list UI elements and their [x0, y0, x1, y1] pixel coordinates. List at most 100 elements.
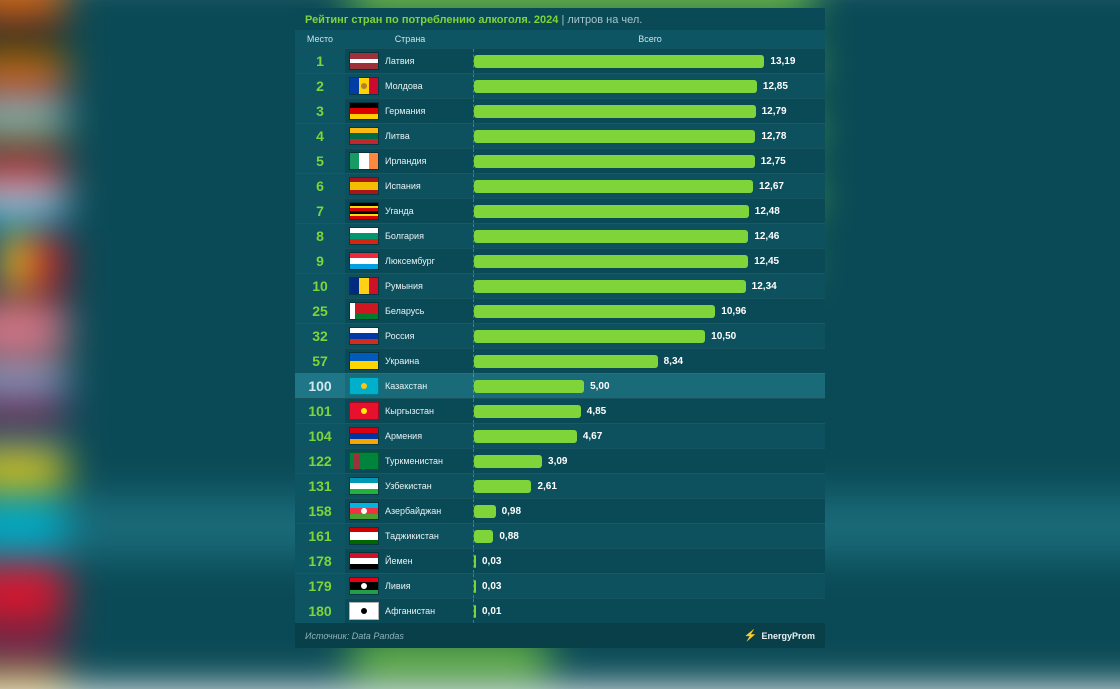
value-bar [474, 455, 542, 468]
flag-icon [349, 577, 379, 595]
flag-icon [349, 127, 379, 145]
country-name: Молдова [385, 81, 473, 91]
bar-cell: 2,61 [473, 474, 825, 498]
table-row: 2Молдова12,85 [295, 73, 825, 98]
value-label: 0,98 [502, 506, 521, 517]
value-label: 4,67 [583, 431, 602, 442]
value-label: 12,67 [759, 181, 784, 192]
table-row: 5Ирландия12,75 [295, 148, 825, 173]
flag-icon [349, 427, 379, 445]
table-row: 8Болгария12,46 [295, 223, 825, 248]
country-name: Украина [385, 356, 473, 366]
table-row: 4Литва12,78 [295, 123, 825, 148]
bar-cell: 12,45 [473, 249, 825, 273]
table-row: 104 Армения 4,67 [295, 423, 825, 448]
country-name: Армения [385, 431, 473, 441]
value-label: 2,61 [537, 481, 556, 492]
value-bar [474, 180, 753, 193]
rank-cell: 1 [295, 49, 345, 73]
column-headers: Место Страна Всего [295, 30, 825, 48]
value-bar [474, 280, 746, 293]
value-label: 0,03 [482, 581, 501, 592]
bar-cell: 13,19 [473, 49, 825, 73]
flag-icon [349, 377, 379, 395]
country-name: Люксембург [385, 256, 473, 266]
flag-icon [349, 477, 379, 495]
bar-cell: 10,96 [473, 299, 825, 323]
value-bar [474, 405, 581, 418]
bar-cell: 10,50 [473, 324, 825, 348]
value-bar [474, 80, 757, 93]
value-bar [474, 580, 476, 593]
flag-icon [349, 252, 379, 270]
header-rank: Место [295, 34, 345, 44]
table-row: 179Ливия0,03 [295, 573, 825, 598]
value-label: 3,09 [548, 456, 567, 467]
country-name: Болгария [385, 231, 473, 241]
value-label: 0,88 [499, 531, 518, 542]
table-row: 32Россия10,50 [295, 323, 825, 348]
country-name: Латвия [385, 56, 473, 66]
header-country: Страна [345, 34, 475, 44]
flag-icon [349, 152, 379, 170]
value-label: 12,46 [754, 231, 779, 242]
value-bar [474, 55, 764, 68]
rank-cell: 158 [295, 499, 345, 523]
rank-cell: 122 [295, 449, 345, 473]
value-label: 5,00 [590, 381, 609, 392]
rank-cell: 180 [295, 599, 345, 623]
chart-footer: Источник: Data Pandas ⚡ EnergyProm [295, 623, 825, 648]
rank-cell: 25 [295, 299, 345, 323]
flag-icon [349, 527, 379, 545]
rank-cell: 2 [295, 74, 345, 98]
flag-icon [349, 52, 379, 70]
value-label: 13,19 [770, 56, 795, 67]
rank-cell: 104 [295, 424, 345, 448]
country-name: Ирландия [385, 156, 473, 166]
table-row: 7Уганда12,48 [295, 198, 825, 223]
flag-icon [349, 277, 379, 295]
rank-cell: 4 [295, 124, 345, 148]
flag-icon [349, 352, 379, 370]
header-total: Всего [475, 34, 825, 44]
flag-icon [349, 452, 379, 470]
value-label: 10,96 [721, 306, 746, 317]
rank-cell: 32 [295, 324, 345, 348]
title-main: Рейтинг стран по потреблению алкоголя. 2… [305, 14, 558, 26]
flag-icon [349, 327, 379, 345]
rank-cell: 178 [295, 549, 345, 573]
rank-cell: 5 [295, 149, 345, 173]
bar-cell: 0,01 [473, 599, 825, 623]
bar-cell: 0,98 [473, 499, 825, 523]
value-bar [474, 205, 749, 218]
table-row: 10Румыния12,34 [295, 273, 825, 298]
country-name: Румыния [385, 281, 473, 291]
bar-cell: 0,03 [473, 574, 825, 598]
table-row: 158Азербайджан0,98 [295, 498, 825, 523]
chart-panel: Рейтинг стран по потреблению алкоголя. 2… [295, 8, 825, 648]
rank-cell: 10 [295, 274, 345, 298]
bolt-icon: ⚡ [744, 629, 758, 642]
country-name: Узбекистан [385, 481, 473, 491]
table-row: 122Туркменистан3,09 [295, 448, 825, 473]
bar-cell: 12,79 [473, 99, 825, 123]
value-label: 10,50 [711, 331, 736, 342]
bar-cell: 0,03 [473, 549, 825, 573]
table-row: 180Афганистан0,01 [295, 598, 825, 623]
value-bar [474, 305, 715, 318]
country-name: Таджикистан [385, 531, 473, 541]
country-name: Беларусь [385, 306, 473, 316]
rank-cell: 7 [295, 199, 345, 223]
value-bar [474, 480, 531, 493]
value-label: 12,45 [754, 256, 779, 267]
country-name: Йемен [385, 556, 473, 566]
country-name: Германия [385, 106, 473, 116]
flag-icon [349, 502, 379, 520]
rank-cell: 57 [295, 349, 345, 373]
bar-cell: 8,34 [473, 349, 825, 373]
chart-title: Рейтинг стран по потреблению алкоголя. 2… [295, 8, 825, 30]
value-label: 0,03 [482, 556, 501, 567]
value-bar [474, 430, 577, 443]
flag-icon [349, 402, 379, 420]
value-bar [474, 330, 705, 343]
